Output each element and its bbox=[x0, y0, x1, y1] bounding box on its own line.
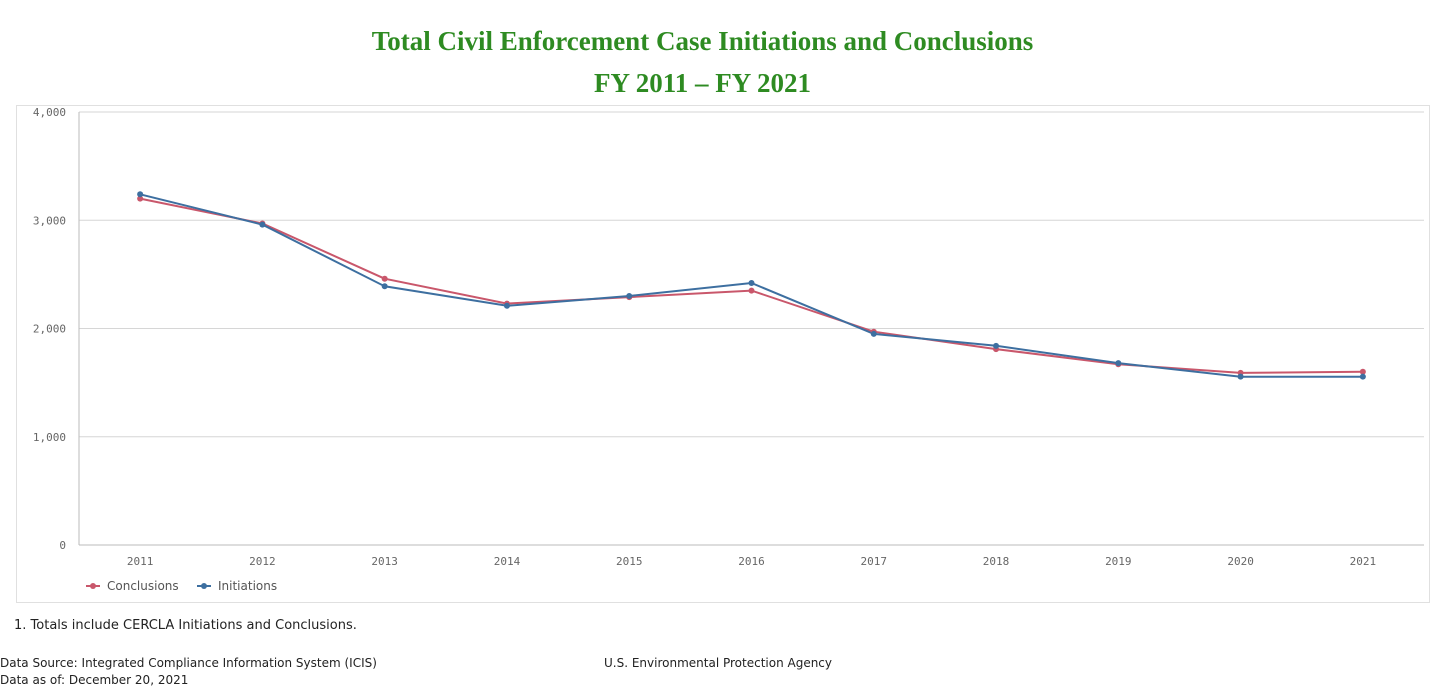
data-point-conclusions[interactable] bbox=[137, 195, 144, 202]
y-tick-label: 2,000 bbox=[33, 323, 66, 336]
x-tick-label: 2012 bbox=[249, 555, 276, 568]
chart-title: Total Civil Enforcement Case Initiations… bbox=[371, 26, 1034, 56]
y-tick-label: 4,000 bbox=[33, 106, 66, 119]
data-point-conclusions[interactable] bbox=[748, 287, 755, 294]
legend-marker bbox=[90, 583, 96, 589]
data-point-initiations[interactable] bbox=[137, 191, 144, 198]
x-tick-label: 2021 bbox=[1350, 555, 1377, 568]
data-point-initiations[interactable] bbox=[748, 280, 755, 287]
x-tick-label: 2014 bbox=[494, 555, 521, 568]
x-tick-label: 2013 bbox=[371, 555, 398, 568]
legend-item-conclusions[interactable]: Conclusions bbox=[86, 579, 179, 593]
y-tick-label: 3,000 bbox=[33, 214, 66, 227]
data-source: Data Source: Integrated Compliance Infor… bbox=[0, 656, 377, 670]
agency-name: U.S. Environmental Protection Agency bbox=[604, 656, 833, 670]
data-point-initiations[interactable] bbox=[259, 221, 266, 228]
data-point-initiations[interactable] bbox=[1359, 373, 1366, 380]
legend-label: Conclusions bbox=[107, 579, 179, 593]
data-as-of: Data as of: December 20, 2021 bbox=[0, 673, 189, 687]
chart-subtitle: FY 2011 – FY 2021 bbox=[594, 68, 811, 98]
chart-frame bbox=[16, 105, 1430, 603]
data-point-conclusions[interactable] bbox=[381, 275, 388, 282]
footnote: 1. Totals include CERCLA Initiations and… bbox=[14, 618, 357, 633]
data-point-initiations[interactable] bbox=[1237, 373, 1244, 380]
series-layer bbox=[137, 191, 1366, 380]
x-tick-label: 2016 bbox=[738, 555, 765, 568]
data-point-initiations[interactable] bbox=[503, 302, 510, 309]
x-tick-label: 2019 bbox=[1105, 555, 1132, 568]
x-tick-label: 2020 bbox=[1227, 555, 1254, 568]
legend-item-initiations[interactable]: Initiations bbox=[197, 579, 277, 593]
y-tick-label: 1,000 bbox=[33, 431, 66, 444]
data-point-initiations[interactable] bbox=[1115, 360, 1122, 367]
legend[interactable]: Conclusions Initiations bbox=[86, 579, 277, 593]
grid-layer: 0 1,000 2,000 3,000 4,000 2011 2012 2013 2014 201… bbox=[33, 106, 1424, 568]
x-tick-label: 2015 bbox=[616, 555, 643, 568]
y-tick-label: 0 bbox=[59, 539, 66, 552]
x-tick-label: 2011 bbox=[127, 555, 154, 568]
x-tick-label: 2018 bbox=[983, 555, 1010, 568]
line-chart: 0 1,000 2,000 3,000 4,000 2011 2012 2013 2014 201… bbox=[33, 106, 1424, 593]
x-tick-label: 2017 bbox=[861, 555, 888, 568]
data-point-initiations[interactable] bbox=[381, 283, 388, 290]
legend-label: Initiations bbox=[218, 579, 277, 593]
data-point-initiations[interactable] bbox=[993, 342, 1000, 349]
data-point-initiations[interactable] bbox=[870, 330, 877, 337]
legend-marker bbox=[201, 583, 207, 589]
data-point-conclusions[interactable] bbox=[1359, 368, 1366, 375]
data-point-initiations[interactable] bbox=[626, 293, 633, 300]
